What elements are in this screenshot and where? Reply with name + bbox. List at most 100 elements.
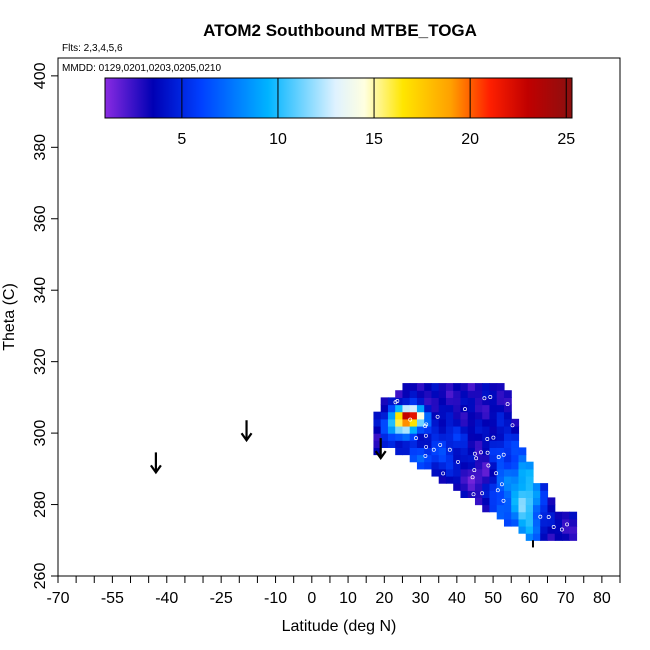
- sample-point: [501, 452, 506, 457]
- heatmap-cell: [474, 411, 483, 420]
- x-tick-label: 0: [307, 590, 316, 607]
- sample-point: [447, 447, 452, 452]
- heatmap-cell: [409, 383, 418, 391]
- x-tick-label: -55: [101, 590, 124, 607]
- heatmap-cell: [474, 440, 483, 448]
- heatmap-cell: [424, 397, 433, 406]
- heatmap-cell: [424, 440, 433, 448]
- heatmap-cell: [453, 483, 462, 491]
- heatmap-cell: [474, 447, 483, 456]
- heatmap-cell: [453, 383, 462, 391]
- heatmap-cell: [409, 454, 418, 463]
- heatmap-cell: [380, 425, 389, 434]
- sample-point: [482, 396, 487, 401]
- heatmap-cell: [438, 461, 447, 470]
- heatmap-cell: [453, 411, 462, 420]
- heatmap-cell: [467, 397, 476, 406]
- heatmap-cell: [496, 497, 505, 506]
- heatmap-cell: [482, 411, 491, 420]
- heatmap-cell: [467, 404, 476, 413]
- heatmap-cell: [380, 433, 389, 441]
- heatmap-cell: [489, 475, 498, 484]
- heatmap-cell: [503, 475, 512, 484]
- y-axis: 260 280 300 320 340 360 380 400: [32, 62, 58, 589]
- sample-point: [495, 488, 500, 493]
- heatmap-cell: [402, 440, 411, 448]
- heatmap-cell: [438, 475, 447, 484]
- y-tick-label: 300: [32, 420, 49, 447]
- sample-point: [488, 395, 493, 399]
- heatmap-cell: [496, 504, 505, 513]
- heatmap-cell: [453, 418, 462, 427]
- y-tick-label: 380: [32, 134, 49, 161]
- x-tick-label: 20: [375, 590, 393, 607]
- heatmap-cell: [416, 390, 425, 398]
- heatmap-cell: [540, 518, 549, 527]
- flights-note: Flts: 2,3,4,5,6: [62, 43, 123, 54]
- heatmap-cell: [474, 433, 483, 441]
- x-tick-label: 10: [339, 590, 357, 607]
- heatmap-cell: [409, 440, 418, 448]
- heatmap-cell: [453, 425, 462, 434]
- heatmap-cell: [409, 447, 418, 456]
- heatmap-cell: [489, 504, 498, 513]
- heatmap-cell: [431, 390, 440, 398]
- heatmap-cell: [489, 497, 498, 506]
- heatmap-cell: [424, 404, 433, 413]
- heatmap-cell: [511, 518, 520, 527]
- heatmap-cell: [467, 447, 476, 456]
- sample-point: [491, 435, 496, 440]
- heatmap-cell: [496, 418, 505, 427]
- heatmap-cell: [467, 440, 476, 448]
- heatmap-cell: [445, 440, 454, 448]
- heatmap-cell: [395, 390, 404, 398]
- heatmap-cell: [482, 504, 491, 513]
- heatmap-cell: [489, 447, 498, 456]
- x-tick-label: 70: [557, 590, 575, 607]
- heatmap-cell: [460, 440, 469, 448]
- sample-point: [496, 455, 501, 459]
- heatmap-cell: [453, 475, 462, 484]
- sample-point: [501, 498, 506, 503]
- heatmap-cell: [424, 411, 433, 420]
- heatmap-cell: [431, 425, 440, 434]
- heatmap-cell: [380, 411, 389, 420]
- heatmap-cell: [395, 404, 404, 413]
- heatmap-cell: [431, 440, 440, 448]
- heatmap-cell: [416, 440, 425, 448]
- sample-point: [472, 451, 477, 456]
- y-tick-label: 400: [32, 62, 49, 89]
- heatmap-cell: [540, 483, 549, 491]
- x-tick-label: 30: [412, 590, 430, 607]
- heatmap-cell: [561, 518, 570, 527]
- heatmap-cell: [518, 511, 527, 520]
- heatmap-cell: [431, 468, 440, 477]
- heatmap-cell: [453, 397, 462, 406]
- heatmap-cell: [474, 425, 483, 434]
- heatmap-cell: [460, 411, 469, 420]
- heatmap-cell: [525, 525, 534, 534]
- heatmap-cell: [424, 383, 433, 391]
- heatmap-cell: [445, 425, 454, 434]
- heatmap-cell: [496, 490, 505, 498]
- x-tick-label: -10: [264, 590, 287, 607]
- heatmap-cell: [532, 518, 541, 527]
- heatmap-cell: [503, 511, 512, 520]
- heatmap-cell: [438, 454, 447, 463]
- heatmap-cell: [511, 497, 520, 506]
- heatmap-cell: [518, 461, 527, 470]
- heatmap-cell: [445, 454, 454, 463]
- heatmap-cell: [474, 397, 483, 406]
- heatmap-cell: [416, 461, 425, 470]
- heatmap-cell: [511, 490, 520, 498]
- heatmap-cell: [518, 468, 527, 477]
- heatmap-cell: [489, 454, 498, 463]
- sample-point: [470, 475, 475, 480]
- heatmap-cell: [511, 511, 520, 520]
- heatmap-cell: [532, 490, 541, 498]
- heatmap-cell: [489, 440, 498, 448]
- sample-point: [414, 436, 418, 441]
- heatmap-cell: [416, 425, 425, 434]
- arrow-head: [150, 464, 162, 475]
- heatmap-cell: [416, 411, 425, 420]
